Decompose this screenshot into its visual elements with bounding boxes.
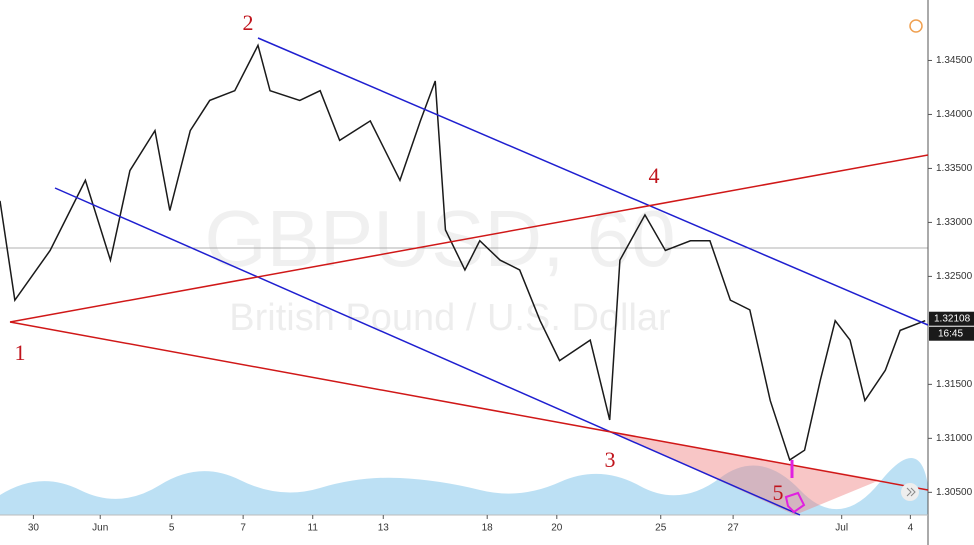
wave-label: 5 xyxy=(773,480,784,505)
pattern-zone xyxy=(612,432,880,515)
x-tick-label: 11 xyxy=(308,523,319,534)
x-tick-label: 20 xyxy=(551,523,563,534)
wave-label: 1 xyxy=(15,340,26,365)
alert-icon[interactable] xyxy=(909,19,923,33)
x-tick-label: 13 xyxy=(378,523,390,534)
last-price-box xyxy=(929,311,974,326)
last-price-label: 1.32108 xyxy=(934,313,971,324)
x-tick-label: 18 xyxy=(482,523,494,534)
x-tick-label: Jul xyxy=(835,523,848,534)
x-tick-label: 25 xyxy=(655,523,667,534)
y-tick-label: 1.33500 xyxy=(936,163,973,174)
x-tick-label: 27 xyxy=(728,523,740,534)
y-tick-label: 1.33000 xyxy=(936,217,973,228)
x-tick-label: 7 xyxy=(240,523,246,534)
y-tick-label: 1.32500 xyxy=(936,271,973,282)
marker xyxy=(784,491,806,514)
plot xyxy=(0,43,926,462)
last-time-label: 16:45 xyxy=(938,328,963,339)
wave-label: 2 xyxy=(243,10,254,35)
y-tick-label: 1.34500 xyxy=(936,55,973,66)
wave-label: 4 xyxy=(649,163,660,188)
scroll-button[interactable] xyxy=(901,483,919,501)
trendline xyxy=(9,321,929,491)
y-tick-label: 1.30500 xyxy=(936,487,973,498)
wave-label: 3 xyxy=(605,447,616,472)
x-tick-label: 4 xyxy=(908,523,914,534)
trendline xyxy=(54,187,801,516)
last-time-box xyxy=(929,326,974,341)
volume-band xyxy=(0,457,928,515)
scroll-icon xyxy=(906,487,916,497)
trendline xyxy=(257,37,929,326)
watermark-description: British Pound / U.S. Dollar xyxy=(229,297,671,339)
watermark-symbol: GBPUSD, 60 xyxy=(204,194,675,283)
x-tick-label: 5 xyxy=(169,523,175,534)
y-tick-label: 1.31500 xyxy=(936,379,973,390)
trendline xyxy=(9,154,929,323)
y-tick-label: 1.31000 xyxy=(936,433,973,444)
x-tick-label: Jun xyxy=(92,523,108,534)
y-tick-label: 1.34000 xyxy=(936,109,973,120)
price-line xyxy=(0,43,926,462)
x-tick-label: 30 xyxy=(28,523,40,534)
